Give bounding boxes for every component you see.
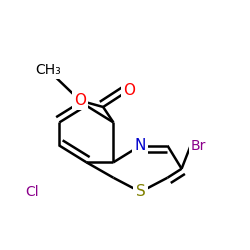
Text: Cl: Cl	[25, 185, 39, 199]
Text: CH₃: CH₃	[35, 63, 61, 77]
Text: Br: Br	[190, 138, 206, 152]
Text: S: S	[136, 184, 145, 200]
Text: O: O	[74, 93, 86, 108]
Text: N: N	[135, 138, 146, 153]
Text: O: O	[123, 83, 135, 98]
